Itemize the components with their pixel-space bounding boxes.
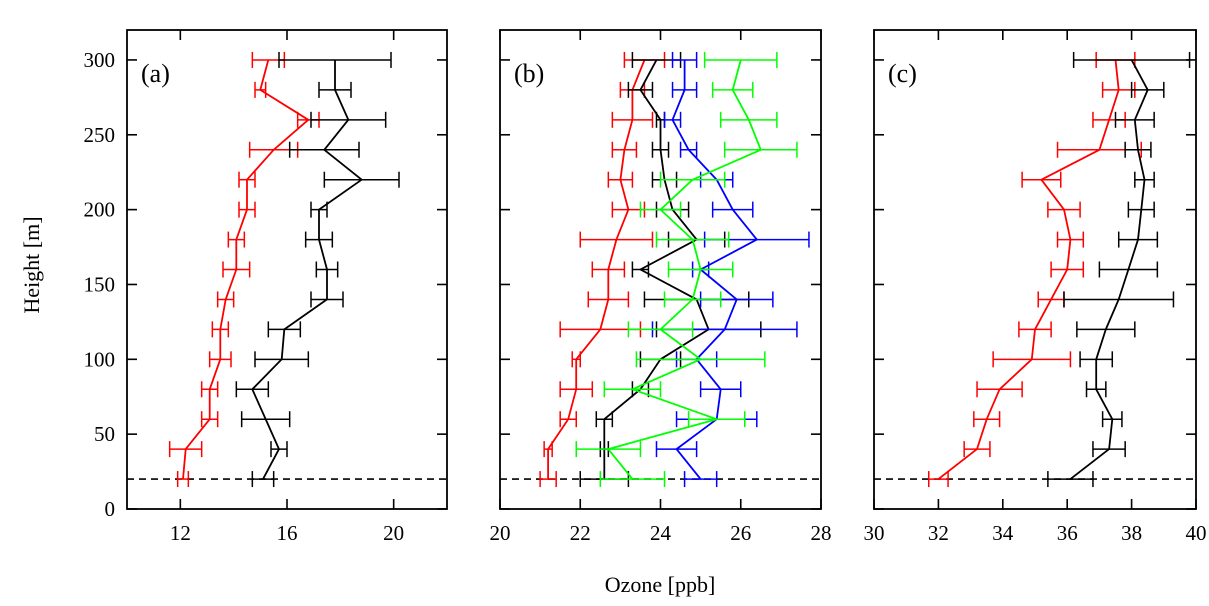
panel-3: 30 32 34 36 38 40 (c) (864, 29, 1207, 545)
x-tick-label: 20 (490, 521, 511, 545)
x-axis-title: Ozone [ppb] (605, 572, 716, 597)
x-tick-label: 34 (992, 521, 1014, 545)
x-tick-label: 40 (1186, 521, 1207, 545)
x-tick-label: 12 (170, 521, 191, 545)
series-2 (1047, 51, 1191, 488)
x-tick-label: 28 (811, 521, 832, 545)
x-tick-label: 36 (1057, 521, 1078, 545)
x-tick-label: 38 (1121, 521, 1142, 545)
series-2 (235, 51, 400, 488)
panel-2: 20 22 24 26 28 (b) (490, 29, 832, 545)
y-tick-label: 200 (84, 198, 116, 222)
x-tick-label: 26 (730, 521, 751, 545)
y-axis-title: Height [m] (19, 216, 44, 313)
plot-frame (126, 29, 448, 510)
y-tick-label: 150 (84, 272, 116, 296)
panel-label: (a) (141, 59, 170, 88)
y-tick-label: 250 (84, 123, 116, 147)
series-1 (168, 51, 320, 488)
series-line (251, 59, 363, 480)
y-tick-label: 100 (84, 347, 116, 371)
plot-frame (873, 29, 1197, 510)
y-tick-label: 300 (84, 48, 116, 72)
x-tick-label: 32 (928, 521, 949, 545)
y-tick-label: 50 (94, 422, 115, 446)
panel-label: (c) (888, 59, 917, 88)
x-tick-label: 16 (277, 521, 298, 545)
x-tick-label: 24 (650, 521, 672, 545)
x-tick-label: 22 (570, 521, 591, 545)
panel-label: (b) (514, 59, 544, 88)
plot-frame (499, 29, 822, 510)
x-tick-label: 20 (383, 521, 404, 545)
y-tick-label: 0 (105, 497, 116, 521)
x-tick-label: 30 (864, 521, 885, 545)
series-line (937, 59, 1120, 480)
series-4 (575, 51, 798, 488)
